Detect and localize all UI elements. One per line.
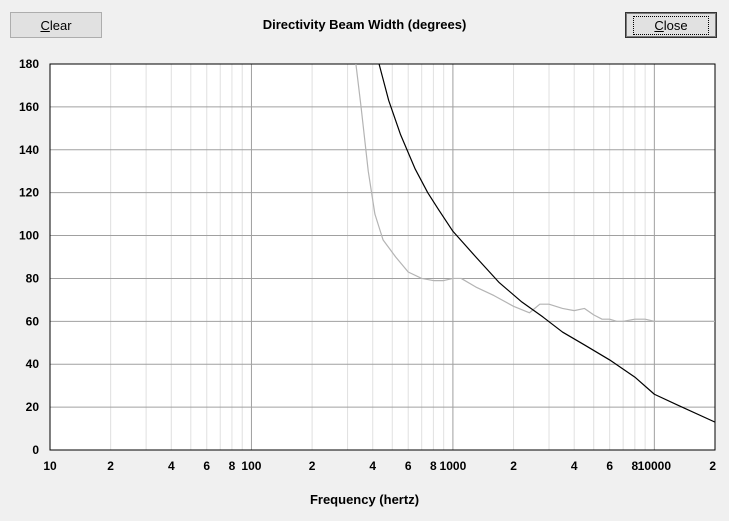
x-tick-label: 2 (709, 459, 716, 473)
x-tick-label: 1000 (440, 459, 467, 473)
x-tick-label: 100 (241, 459, 261, 473)
chart-title: Directivity Beam Width (degrees) (262, 17, 467, 32)
x-tick-label: 10000 (638, 459, 672, 473)
x-tick-label: 8 (229, 459, 236, 473)
clear-label: lear (49, 17, 72, 33)
y-tick-label: 0 (32, 443, 39, 457)
plot-border (49, 63, 716, 451)
x-axis-label: Frequency (hertz) (309, 492, 420, 507)
y-tick-label: 20 (26, 400, 40, 414)
y-tick-label: 40 (26, 357, 40, 371)
x-tick-label: 6 (405, 459, 412, 473)
y-tick-label: 100 (19, 229, 39, 243)
x-tick-label: 8 (631, 459, 638, 473)
close-button[interactable]: Close (625, 12, 717, 38)
x-tick-label: 6 (606, 459, 613, 473)
x-tick-label: 4 (571, 459, 578, 473)
y-tick-label: 140 (19, 143, 39, 157)
clear-button[interactable]: Clear (10, 12, 102, 38)
x-tick-label: 2 (510, 459, 517, 473)
x-tick-label: 10 (43, 459, 57, 473)
y-tick-label: 80 (26, 271, 40, 285)
y-tick-label: 120 (19, 186, 39, 200)
series-line (355, 64, 715, 322)
x-tick-label: 2 (107, 459, 114, 473)
close-focus-rect: Close (633, 15, 709, 35)
clear-hotkey: C (40, 17, 50, 33)
x-tick-label: 6 (203, 459, 210, 473)
y-tick-label: 160 (19, 100, 39, 114)
y-tick-label: 180 (19, 57, 39, 71)
close-label: lose (663, 17, 688, 33)
x-tick-label: 4 (369, 459, 376, 473)
x-tick-label: 2 (309, 459, 316, 473)
x-tick-label: 4 (168, 459, 175, 473)
y-tick-label: 60 (26, 314, 40, 328)
series-line (378, 64, 715, 423)
plot-area (50, 64, 715, 450)
x-tick-label: 8 (430, 459, 437, 473)
close-hotkey: C (654, 17, 664, 33)
